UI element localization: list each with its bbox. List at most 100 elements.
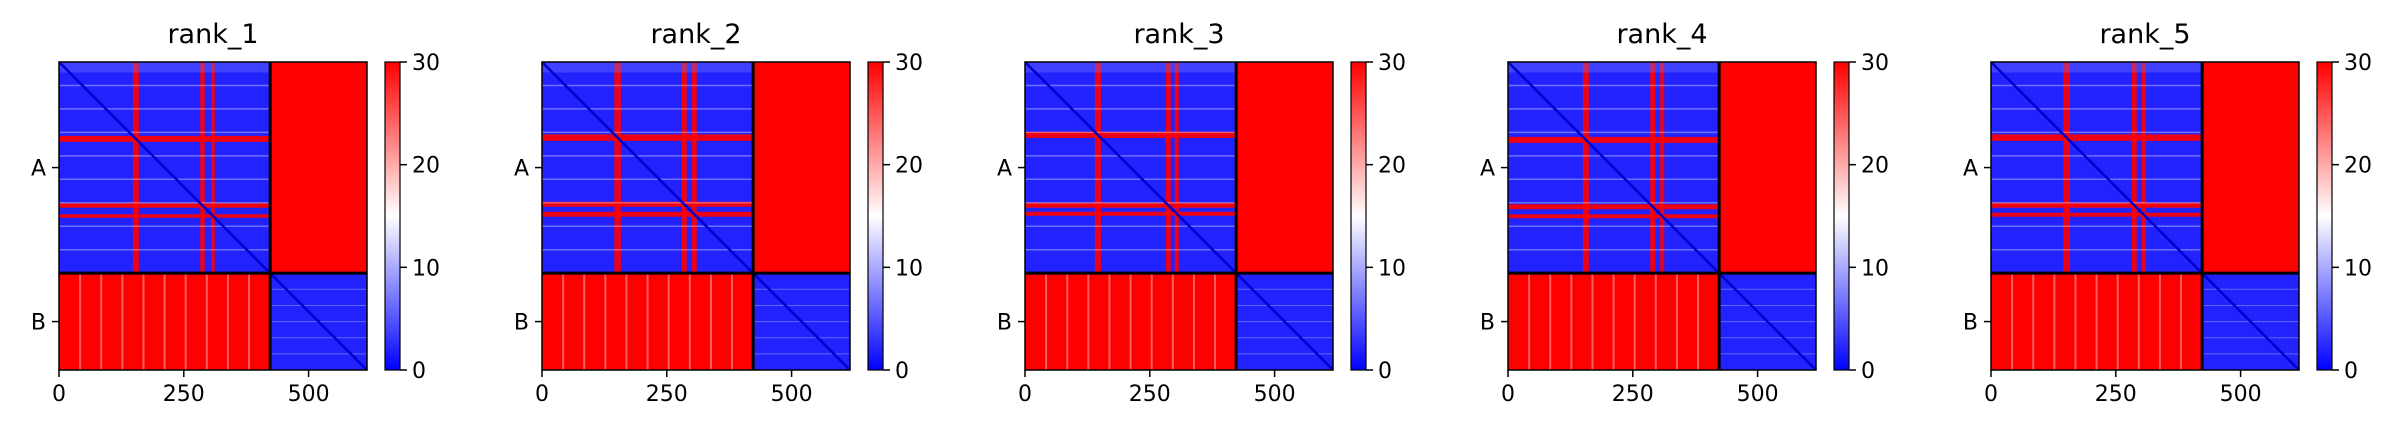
x-tick-label: 0 xyxy=(535,382,549,407)
high-error-column-band xyxy=(1094,62,1101,274)
diagonal xyxy=(58,61,368,371)
high-error-column-band xyxy=(1165,62,1171,274)
high-error-row-band xyxy=(1991,202,2203,208)
colorbar: 0 10 20 30 xyxy=(1350,51,1406,384)
high-error-row-band xyxy=(59,203,271,208)
x-tick-label: 250 xyxy=(2095,382,2137,407)
panel-5: rank_5 0 250 500 A B 0 10 20 30 xyxy=(1963,19,2372,407)
panel-4: rank_4 0 250 500 A B 0 10 20 30 xyxy=(1480,19,1889,407)
x-tick-label: 500 xyxy=(2220,382,2262,407)
high-error-row-band xyxy=(542,211,754,217)
panel-title: rank_4 xyxy=(1616,19,1707,50)
colorbar-gradient xyxy=(384,61,401,371)
panel-2: rank_2 0 250 500 A B 0 10 20 30 xyxy=(514,19,923,407)
colorbar-tick-label: 30 xyxy=(1861,51,1889,76)
high-error-row-band xyxy=(542,201,754,207)
colorbar-tick-label: 30 xyxy=(2344,51,2372,76)
texture-stripe xyxy=(1025,62,1237,73)
high-error-column-band xyxy=(1650,62,1656,274)
x-tick-label: 250 xyxy=(163,382,205,407)
high-error-row-band xyxy=(1991,134,2203,141)
high-error-row-band xyxy=(542,134,754,141)
colorbar-tick-label: 20 xyxy=(1378,154,1406,179)
texture-stripe xyxy=(542,62,754,73)
x-tick-label: 0 xyxy=(1501,382,1515,407)
panel-title: rank_2 xyxy=(650,19,741,50)
chain-label-a: A xyxy=(1480,157,1495,182)
x-tick-label: 0 xyxy=(52,382,66,407)
colorbar-tick-label: 10 xyxy=(1861,256,1889,281)
colorbar-tick-label: 10 xyxy=(412,256,440,281)
panel-title: rank_5 xyxy=(2099,19,2190,50)
diagonal xyxy=(541,61,851,371)
x-tick-label: 0 xyxy=(1984,382,1998,407)
colorbar-gradient xyxy=(1833,61,1850,371)
colorbar-tick-label: 20 xyxy=(895,154,923,179)
colorbar-tick-label: 0 xyxy=(1378,359,1392,384)
colorbar-gradient xyxy=(2316,61,2333,371)
x-tick-label: 500 xyxy=(1737,382,1779,407)
x-tick-label: 500 xyxy=(288,382,330,407)
axes-frame xyxy=(58,61,368,371)
texture-stripe xyxy=(1508,62,1720,73)
high-error-column-band xyxy=(614,62,621,274)
axes-frame xyxy=(541,61,851,371)
colorbar-gradient xyxy=(1350,61,1367,371)
chain-label-b: B xyxy=(31,311,46,336)
high-error-column-band xyxy=(2063,62,2070,274)
high-error-column-band xyxy=(691,62,697,274)
colorbar-tick-label: 10 xyxy=(895,256,923,281)
panel-title: rank_1 xyxy=(167,19,258,50)
texture-stripe xyxy=(1991,62,2203,73)
chain-label-b: B xyxy=(997,311,1012,336)
diagonal xyxy=(1024,61,1334,371)
colorbar-tick-label: 0 xyxy=(895,359,909,384)
colorbar-tick-label: 10 xyxy=(1378,256,1406,281)
colorbar-tick-label: 30 xyxy=(895,51,923,76)
colorbar: 0 10 20 30 xyxy=(867,51,923,384)
chain-label-b: B xyxy=(1963,311,1978,336)
chain-label-a: A xyxy=(997,157,1012,182)
high-error-column-band xyxy=(681,62,687,274)
high-error-column-band xyxy=(2141,62,2146,274)
high-error-column-band xyxy=(2131,62,2137,274)
high-error-row-band xyxy=(1508,214,1720,219)
high-error-row-band xyxy=(1025,202,1237,208)
panel-3: rank_3 0 250 500 A B 0 10 20 30 xyxy=(997,19,1406,407)
x-tick-label: 500 xyxy=(771,382,813,407)
high-error-row-band xyxy=(59,135,271,142)
chain-label-a: A xyxy=(31,157,46,182)
high-error-column-band xyxy=(1660,62,1665,274)
diagonal xyxy=(1507,61,1817,371)
high-error-column-band xyxy=(1582,62,1589,274)
panel-1: rank_1 0 250 500 A B 0 10 20 30 xyxy=(31,19,440,407)
colorbar-tick-label: 20 xyxy=(2344,154,2372,179)
high-error-column-band xyxy=(211,62,215,274)
colorbar-tick-label: 30 xyxy=(1378,51,1406,76)
axes-frame xyxy=(1024,61,1334,371)
colorbar-tick-label: 20 xyxy=(412,154,440,179)
chain-label-b: B xyxy=(1480,311,1495,336)
high-error-row-band xyxy=(59,214,271,218)
colorbar-tick-label: 0 xyxy=(1861,359,1875,384)
colorbar: 0 10 20 30 xyxy=(384,51,440,384)
high-error-row-band xyxy=(1991,212,2203,217)
axes-frame xyxy=(1507,61,1817,371)
colorbar-tick-label: 30 xyxy=(412,51,440,76)
x-tick-label: 500 xyxy=(1254,382,1296,407)
colorbar-tick-label: 0 xyxy=(2344,359,2358,384)
high-error-column-band xyxy=(132,62,139,274)
high-error-column-band xyxy=(200,62,205,274)
x-tick-label: 250 xyxy=(1129,382,1171,407)
colorbar-gradient xyxy=(867,61,884,371)
high-error-row-band xyxy=(1025,131,1237,138)
chain-label-a: A xyxy=(514,157,529,182)
high-error-row-band xyxy=(1508,204,1720,210)
colorbar: 0 10 20 30 xyxy=(2316,51,2372,384)
x-tick-label: 0 xyxy=(1018,382,1032,407)
colorbar: 0 10 20 30 xyxy=(1833,51,1889,384)
colorbar-tick-label: 20 xyxy=(1861,154,1889,179)
high-error-column-band xyxy=(1174,62,1179,274)
colorbar-tick-label: 0 xyxy=(412,359,426,384)
